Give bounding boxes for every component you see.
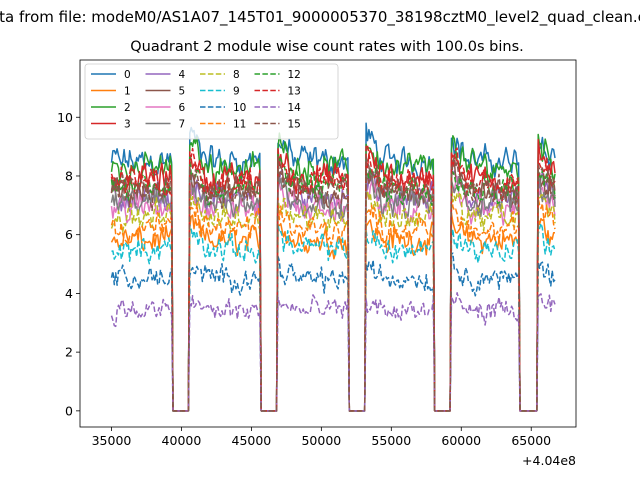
legend-label-14: 14 (288, 102, 302, 114)
legend-label-11: 11 (233, 118, 246, 130)
series-line-10 (110, 252, 556, 412)
x-tick-label: 55000 (371, 433, 411, 448)
x-tick-label: 35000 (92, 433, 132, 448)
x-tick-label: 45000 (232, 433, 272, 448)
y-tick-label: 6 (65, 227, 73, 242)
chart-title: Quadrant 2 module wise count rates with … (130, 39, 524, 55)
series-line-1 (110, 212, 555, 412)
y-tick-label: 10 (57, 110, 73, 125)
series-lines (110, 122, 556, 412)
x-tick-label: 50000 (301, 433, 341, 448)
legend-label-2: 2 (124, 102, 131, 114)
legend-label-1: 1 (124, 85, 131, 97)
plot-area: 35000 40000 45000 50000 55000 60000 65000 0 2 4 6 8… (57, 59, 577, 448)
legend-label-4: 4 (179, 69, 186, 81)
x-tick-label: 40000 (162, 433, 202, 448)
figure-suptitle: Data from file: modeM0/AS1A07_145T01_900… (0, 8, 640, 27)
legend-label-9: 9 (233, 85, 240, 97)
y-tick-label: 0 (65, 403, 73, 418)
series-line-15 (110, 156, 556, 412)
series-line-14 (110, 292, 556, 412)
legend-label-6: 6 (179, 102, 186, 114)
y-tick-label: 8 (65, 168, 73, 183)
legend-label-13: 13 (288, 85, 301, 97)
legend-label-12: 12 (288, 69, 301, 81)
x-axis-offset-label: +4.04e8 (522, 453, 576, 468)
legend-label-10: 10 (233, 102, 246, 114)
x-tick-label: 60000 (441, 433, 481, 448)
legend-label-3: 3 (124, 118, 131, 130)
legend-box (84, 63, 339, 140)
series-line-8 (110, 186, 556, 412)
axes-frame (79, 59, 577, 428)
y-tick-label: 4 (65, 286, 73, 301)
legend-label-15: 15 (288, 118, 301, 130)
y-tick-label: 2 (65, 345, 73, 360)
legend-label-5: 5 (179, 85, 186, 97)
legend-label-0: 0 (124, 69, 131, 81)
legend-label-7: 7 (179, 118, 186, 130)
x-tick-label: 65000 (511, 433, 551, 448)
legend-label-8: 8 (233, 69, 240, 81)
